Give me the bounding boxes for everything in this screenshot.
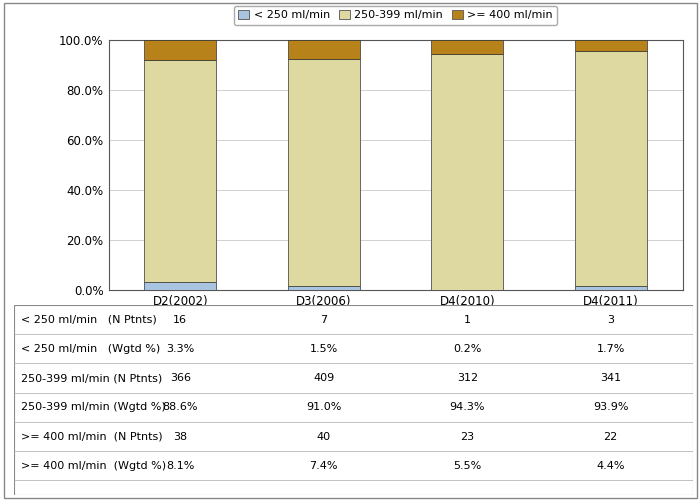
Bar: [144, 40, 216, 60]
Text: 250-399 ml/min (Wgtd %): 250-399 ml/min (Wgtd %): [21, 402, 165, 412]
Text: 5.5%: 5.5%: [453, 461, 482, 471]
Text: 40: 40: [316, 432, 331, 442]
Text: 366: 366: [169, 373, 190, 383]
Bar: [288, 286, 360, 290]
Bar: [575, 40, 647, 51]
Text: >= 400 ml/min  (N Ptnts): >= 400 ml/min (N Ptnts): [21, 432, 162, 442]
Bar: [144, 282, 216, 290]
Bar: [431, 40, 503, 54]
Text: 38: 38: [173, 432, 188, 442]
Text: 3.3%: 3.3%: [166, 344, 195, 354]
Text: < 250 ml/min   (N Ptnts): < 250 ml/min (N Ptnts): [21, 314, 157, 324]
Text: 93.9%: 93.9%: [593, 402, 629, 412]
Text: 4.4%: 4.4%: [596, 461, 625, 471]
Text: < 250 ml/min   (Wgtd %): < 250 ml/min (Wgtd %): [21, 344, 160, 354]
Text: 0.2%: 0.2%: [453, 344, 482, 354]
Bar: [144, 60, 216, 282]
Text: 91.0%: 91.0%: [306, 402, 342, 412]
Text: 1.5%: 1.5%: [309, 344, 338, 354]
Text: 3: 3: [608, 314, 615, 324]
Text: 250-399 ml/min (N Ptnts): 250-399 ml/min (N Ptnts): [21, 373, 162, 383]
Text: 7.4%: 7.4%: [309, 461, 338, 471]
Text: 16: 16: [174, 314, 188, 324]
Text: 7: 7: [320, 314, 328, 324]
Text: 1.7%: 1.7%: [596, 344, 625, 354]
Text: 409: 409: [313, 373, 335, 383]
Text: 8.1%: 8.1%: [166, 461, 195, 471]
Text: 23: 23: [460, 432, 475, 442]
Text: 94.3%: 94.3%: [449, 402, 485, 412]
Bar: [288, 58, 360, 286]
Text: 341: 341: [600, 373, 622, 383]
Bar: [288, 40, 360, 58]
Bar: [575, 51, 647, 286]
Bar: [575, 286, 647, 290]
Text: 1: 1: [463, 314, 470, 324]
Bar: [431, 54, 503, 290]
Text: 22: 22: [603, 432, 618, 442]
Legend: < 250 ml/min, 250-399 ml/min, >= 400 ml/min: < 250 ml/min, 250-399 ml/min, >= 400 ml/…: [234, 6, 557, 25]
Text: >= 400 ml/min  (Wgtd %): >= 400 ml/min (Wgtd %): [21, 461, 166, 471]
Text: 88.6%: 88.6%: [162, 402, 198, 412]
Text: 312: 312: [456, 373, 478, 383]
